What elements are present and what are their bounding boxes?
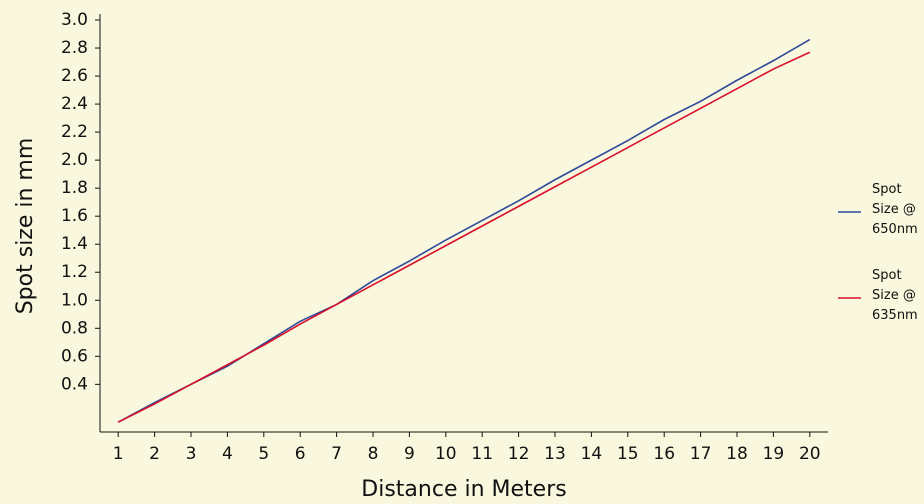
x-tick-label: 13 bbox=[544, 444, 566, 464]
y-tick-label: 1.8 bbox=[61, 178, 88, 198]
y-axis-title: Spot size in mm bbox=[13, 138, 38, 315]
x-tick-label: 16 bbox=[653, 444, 675, 464]
x-tick-label: 20 bbox=[799, 444, 821, 464]
x-tick-label: 15 bbox=[617, 444, 639, 464]
x-tick-label: 10 bbox=[435, 444, 457, 464]
x-tick-label: 9 bbox=[404, 444, 415, 464]
legend-label: Spot Size @ 650nm bbox=[872, 182, 918, 237]
y-tick-label: 2.2 bbox=[61, 122, 88, 142]
y-tick-label: 0.6 bbox=[61, 346, 88, 366]
x-tick-label: 7 bbox=[331, 444, 342, 464]
line-series bbox=[117, 51, 811, 423]
x-tick-label: 11 bbox=[471, 444, 493, 464]
x-tick-label: 1 bbox=[113, 444, 124, 464]
legend-label: Spot Size @ 635nm bbox=[872, 268, 918, 323]
y-tick-label: 0.4 bbox=[61, 374, 88, 394]
x-tick-label: 4 bbox=[222, 444, 233, 464]
line-series bbox=[117, 38, 811, 423]
x-tick-label: 3 bbox=[186, 444, 197, 464]
x-tick-label: 12 bbox=[508, 444, 530, 464]
x-tick-label: 19 bbox=[763, 444, 785, 464]
x-tick-label: 6 bbox=[295, 444, 306, 464]
y-tick-label: 1.6 bbox=[61, 206, 88, 226]
x-tick-label: 17 bbox=[690, 444, 712, 464]
x-tick-label: 18 bbox=[726, 444, 748, 464]
y-tick-label: 2.0 bbox=[61, 150, 88, 170]
y-tick-label: 3.0 bbox=[61, 10, 88, 30]
y-tick-label: 1.2 bbox=[61, 262, 88, 282]
y-tick-label: 2.8 bbox=[61, 38, 88, 58]
x-tick-label: 14 bbox=[581, 444, 603, 464]
y-tick-label: 1.4 bbox=[61, 234, 88, 254]
y-tick-label: 2.6 bbox=[61, 66, 88, 86]
y-tick-label: 2.4 bbox=[61, 94, 88, 114]
y-tick-label: 0.8 bbox=[61, 318, 88, 338]
x-tick-label: 5 bbox=[258, 444, 269, 464]
x-tick-label: 8 bbox=[368, 444, 379, 464]
x-tick-label: 2 bbox=[149, 444, 160, 464]
y-tick-label: 1.0 bbox=[61, 290, 88, 310]
x-axis-title: Distance in Meters bbox=[361, 477, 566, 502]
